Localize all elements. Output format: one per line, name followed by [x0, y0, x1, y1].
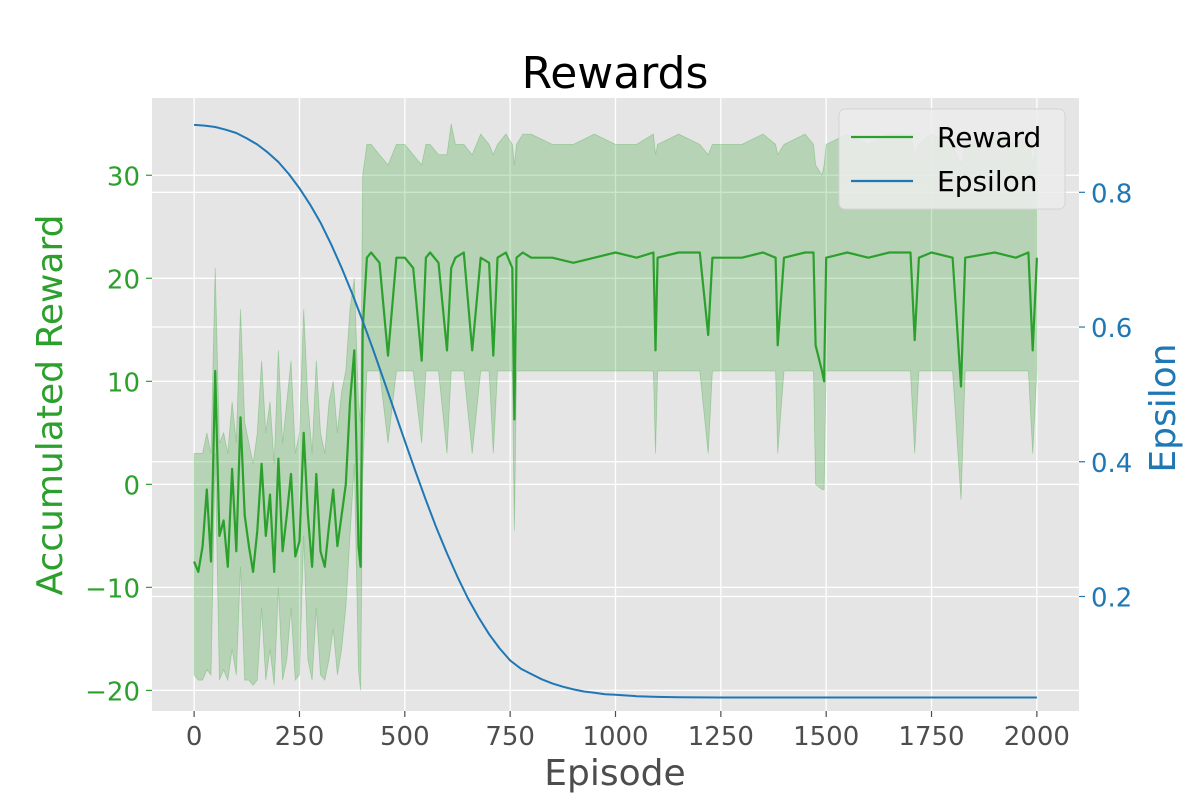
y2-tick-label: 0.4	[1091, 449, 1132, 479]
y-tick-label: 20	[107, 265, 140, 295]
legend-label-reward: Reward	[937, 121, 1041, 154]
y2-tick-label: 0.2	[1091, 583, 1132, 613]
x-tick-label: 0	[186, 722, 203, 752]
x-tick-label: 1250	[688, 722, 754, 752]
legend-label-epsilon: Epsilon	[937, 165, 1038, 198]
x-tick-label: 1500	[793, 722, 859, 752]
x-tick-label: 500	[380, 722, 430, 752]
y-tick-label: 10	[107, 368, 140, 398]
legend: Reward Epsilon	[838, 108, 1066, 210]
x-axis-label: Episode	[544, 753, 685, 794]
y-tick-label: −20	[85, 677, 140, 707]
y2-tick-label: 0.6	[1091, 314, 1132, 344]
y-tick-label: 0	[123, 471, 140, 501]
x-tick-label: 250	[275, 722, 325, 752]
y-axis-label: Accumulated Reward	[30, 215, 71, 596]
x-tick-label: 2000	[1004, 722, 1070, 752]
epsilon-series-line	[194, 123, 1037, 699]
reward-series-line	[193, 251, 1038, 574]
y2-axis-label: Epsilon	[1143, 343, 1184, 472]
y-tick-label: −10	[85, 574, 140, 604]
y-tick-label: 30	[107, 162, 140, 192]
chart-title: Rewards	[522, 48, 709, 99]
x-tick-label: 750	[485, 722, 535, 752]
y2-tick-label: 0.8	[1091, 179, 1132, 209]
x-tick-label: 1000	[582, 722, 648, 752]
legend-box	[838, 108, 1066, 210]
x-tick-label: 1750	[898, 722, 964, 752]
